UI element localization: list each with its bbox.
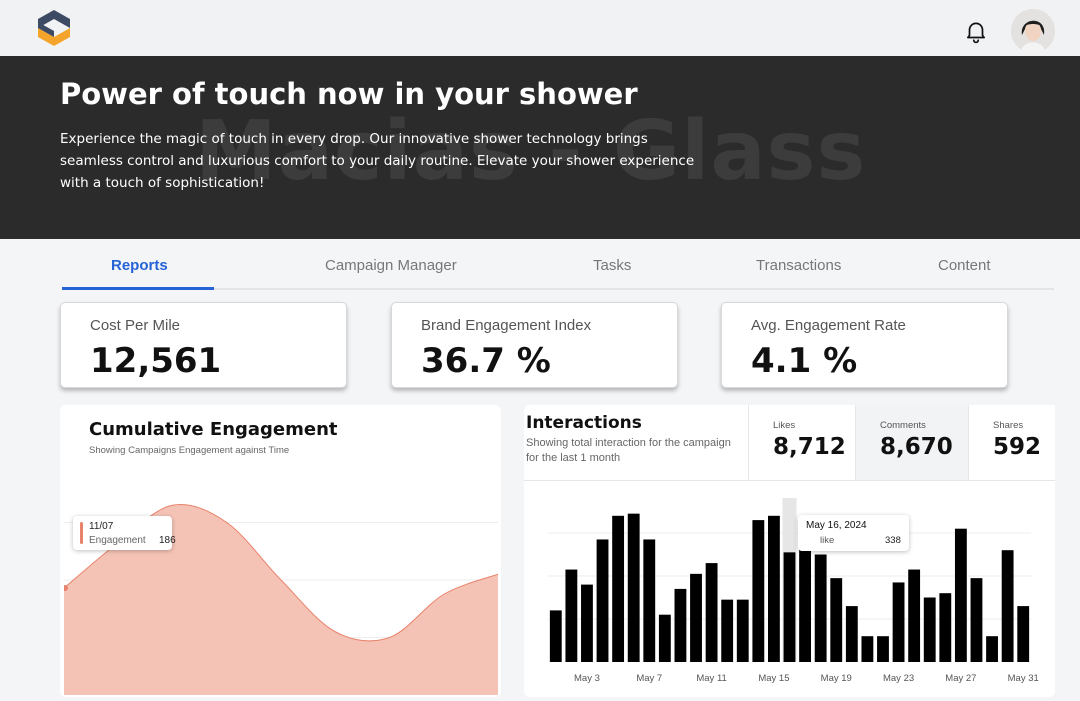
x-tick-label: May 27 xyxy=(945,673,976,684)
hero-description: Experience the magic of touch in every d… xyxy=(60,131,695,191)
bar-may-2[interactable] xyxy=(565,569,578,662)
active-tab-indicator xyxy=(62,287,214,290)
stat-shares: Shares 592 xyxy=(968,405,1055,480)
bar-may-26[interactable] xyxy=(939,593,952,662)
bar-may-24[interactable] xyxy=(908,569,921,662)
bar-may-30[interactable] xyxy=(1001,550,1014,662)
cumulative-engagement-chart[interactable] xyxy=(64,465,498,695)
stat-likes: Likes 8,712 xyxy=(748,405,855,480)
kpi-value: 36.7 % xyxy=(421,341,551,381)
stat-label: Comments xyxy=(880,420,926,431)
bar-may-11[interactable] xyxy=(705,563,718,662)
bar-may-9[interactable] xyxy=(674,588,687,662)
stat-comments: Comments 8,670 xyxy=(855,405,968,480)
user-avatar[interactable] xyxy=(1011,9,1055,53)
tab-tasks[interactable]: Tasks xyxy=(593,257,632,274)
hexagon-s-logo-icon[interactable] xyxy=(36,9,72,47)
bar-may-14[interactable] xyxy=(752,520,765,662)
engagement-point[interactable] xyxy=(64,585,68,592)
bar-may-10[interactable] xyxy=(690,573,702,662)
tab-campaign-manager[interactable]: Campaign Manager xyxy=(325,257,457,274)
x-tick-label: May 3 xyxy=(574,673,600,684)
bell-icon[interactable] xyxy=(963,18,989,44)
bar-may-15[interactable] xyxy=(767,515,780,662)
bar-may-25[interactable] xyxy=(923,597,936,663)
bar-may-7[interactable] xyxy=(643,539,656,662)
bar-may-4[interactable] xyxy=(596,539,609,662)
x-tick-label: May 31 xyxy=(1008,673,1039,684)
interactions-title: Interactions xyxy=(526,413,642,433)
kpi-value: 4.1 % xyxy=(751,341,858,381)
x-tick-label: May 15 xyxy=(758,673,789,684)
tab-transactions[interactable]: Transactions xyxy=(756,257,842,274)
hero-title: Power of touch now in your shower xyxy=(60,77,638,111)
bar-may-18[interactable] xyxy=(814,554,827,663)
bar-may-5[interactable] xyxy=(612,515,625,662)
kpi-value: 12,561 xyxy=(90,341,222,381)
kpi-label: Avg. Engagement Rate xyxy=(751,317,906,334)
cumulative-engagement-title: Cumulative Engagement xyxy=(89,419,338,440)
cumulative-engagement-card: Cumulative Engagement Showing Campaigns … xyxy=(60,405,501,697)
engagement-tooltip: 11/07 Engagement 186 xyxy=(73,516,176,550)
bar-may-3[interactable] xyxy=(581,584,593,662)
tooltip-color-marker xyxy=(80,522,83,544)
bar-may-23[interactable] xyxy=(892,582,905,662)
hero-watermark: Macias - Glass xyxy=(195,104,867,199)
stat-value: 592 xyxy=(993,434,1042,460)
bar-may-20[interactable] xyxy=(845,606,858,662)
bar-may-21[interactable] xyxy=(861,636,874,662)
bar-may-22[interactable] xyxy=(877,636,889,662)
x-tick-label: May 19 xyxy=(821,673,852,684)
tab-reports[interactable]: Reports xyxy=(111,257,168,274)
interactions-chart[interactable]: May 3 May 7 May 11 May 15 May 19 May 23 May 27… xyxy=(524,490,1055,695)
kpi-card-avg-engagement-rate: Avg. Engagement Rate 4.1 % xyxy=(721,302,1008,388)
interactions-subtitle: Showing total interaction for the campai… xyxy=(526,437,731,464)
bar-may-8[interactable] xyxy=(658,614,671,662)
bar-may-31[interactable] xyxy=(1017,606,1030,662)
bar-may-19[interactable] xyxy=(830,578,843,662)
bar-may-27[interactable] xyxy=(954,528,967,662)
kpi-card-cost-per-mile: Cost Per Mile 12,561 xyxy=(60,302,347,388)
x-tick-label: May 23 xyxy=(883,673,914,684)
stat-label: Likes xyxy=(773,420,796,431)
top-bar xyxy=(0,0,1080,56)
bar-may-29[interactable] xyxy=(986,636,998,662)
tooltip-value: 338 xyxy=(885,535,901,546)
bar-may-16[interactable] xyxy=(783,552,796,662)
bar-may-28[interactable] xyxy=(970,578,983,662)
tooltip-label: Engagement xyxy=(89,535,146,546)
stat-value: 8,712 xyxy=(773,434,846,460)
interactions-divider xyxy=(524,480,1055,481)
tooltip-label: like xyxy=(820,535,835,546)
interactions-tooltip: May 16, 2024 like 338 xyxy=(798,515,909,551)
tooltip-value: 186 xyxy=(159,535,176,546)
kpi-label: Brand Engagement Index xyxy=(421,317,592,334)
stat-label: Shares xyxy=(993,420,1024,431)
tab-content[interactable]: Content xyxy=(938,257,991,274)
user-avatar-icon xyxy=(1011,9,1055,53)
tab-bar: Reports Campaign Manager Tasks Transacti… xyxy=(62,246,1054,290)
engagement-area xyxy=(64,504,498,695)
kpi-label: Cost Per Mile xyxy=(90,317,181,334)
bar-may-6[interactable] xyxy=(627,513,640,662)
interactions-card: Interactions Showing total interaction f… xyxy=(524,405,1055,697)
bar-may-1[interactable] xyxy=(549,610,562,662)
cumulative-engagement-subtitle: Showing Campaigns Engagement against Tim… xyxy=(89,445,290,456)
tooltip-date: 11/07 xyxy=(89,521,114,532)
tooltip-date: May 16, 2024 xyxy=(806,520,867,531)
kpi-card-brand-engagement-index: Brand Engagement Index 36.7 % xyxy=(391,302,678,388)
x-tick-label: May 11 xyxy=(696,673,726,684)
bar-may-12[interactable] xyxy=(721,599,734,662)
x-tick-label: May 7 xyxy=(636,673,662,684)
stat-value: 8,670 xyxy=(880,434,953,460)
bar-may-17[interactable] xyxy=(799,516,812,662)
hero-banner: Macias - Glass Power of touch now in you… xyxy=(0,56,1080,239)
bar-may-13[interactable] xyxy=(736,599,749,662)
